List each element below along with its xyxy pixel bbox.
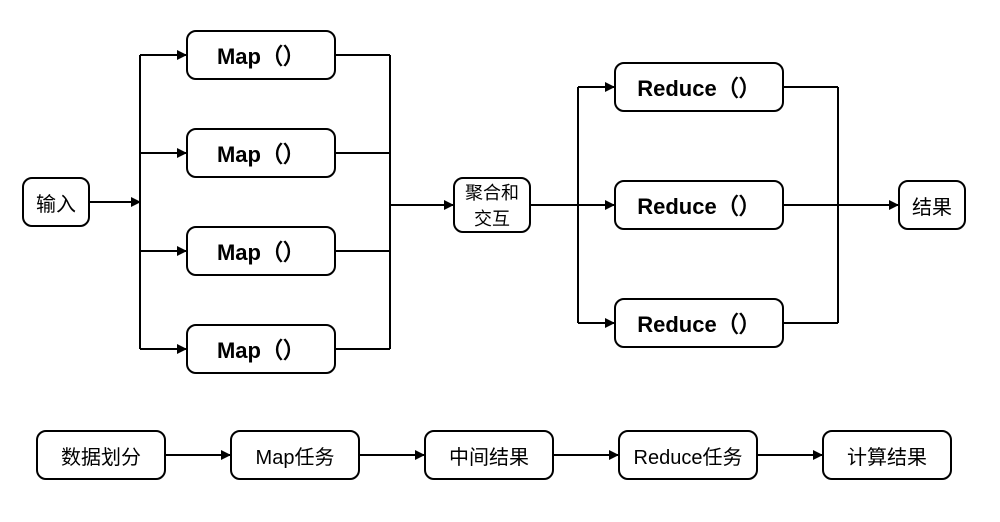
node-b1: 数据划分 xyxy=(36,430,166,480)
node-b2: Map任务 xyxy=(230,430,360,480)
node-b3: 中间结果 xyxy=(424,430,554,480)
node-map1: Map（） xyxy=(186,30,336,80)
mapreduce-diagram: 输入 Map（） Map（） Map（） Map（） 聚合和 交互 Reduce（） Redu… xyxy=(0,0,1000,522)
node-reduce3: Reduce（） xyxy=(614,298,784,348)
node-map4: Map（） xyxy=(186,324,336,374)
node-b4: Reduce任务 xyxy=(618,430,758,480)
node-map3: Map（） xyxy=(186,226,336,276)
node-map2: Map（） xyxy=(186,128,336,178)
node-reduce2: Reduce（） xyxy=(614,180,784,230)
node-result: 结果 xyxy=(898,180,966,230)
node-shuffle: 聚合和 交互 xyxy=(453,177,531,233)
node-reduce1: Reduce（） xyxy=(614,62,784,112)
node-b5: 计算结果 xyxy=(822,430,952,480)
node-input: 输入 xyxy=(22,177,90,227)
